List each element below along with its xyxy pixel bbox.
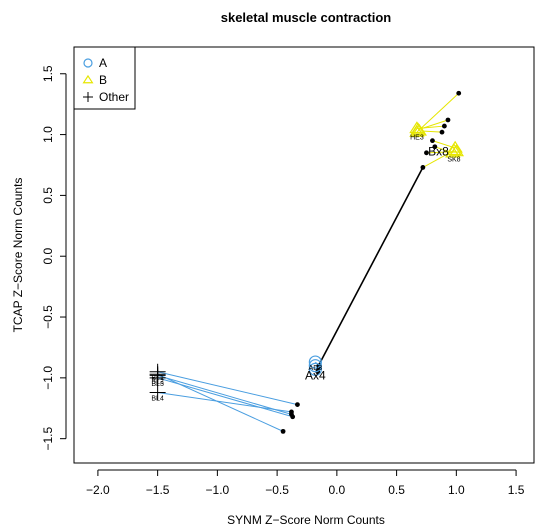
projection-segment: [417, 119, 449, 131]
legend-label: B: [99, 73, 107, 87]
projection-segments: [157, 92, 460, 432]
regression-line-group: [315, 167, 424, 370]
x-tick-label: −1.0: [206, 483, 230, 497]
point-label: BL4: [151, 395, 164, 402]
point-label: BL1: [151, 375, 164, 382]
point-label: BL3: [151, 381, 164, 388]
data-point-b: [411, 123, 428, 136]
projection-point: [290, 414, 296, 420]
data-point-a: [308, 359, 322, 373]
legend: AB Other: [73, 46, 136, 110]
projection-point: [445, 117, 451, 123]
x-tick-label: −0.5: [265, 483, 289, 497]
projection-point: [289, 409, 294, 415]
group-centroid-label: Ax4: [305, 368, 326, 382]
y-tick-label: −0.5: [41, 305, 55, 329]
projection-point: [456, 90, 462, 96]
x-axis: −2.0 −1.5 −1.0 −0.5 0.0 0.5 1.0 1.5: [86, 469, 525, 497]
data-point-a: [308, 362, 322, 376]
point-label: HE3: [410, 134, 424, 141]
x-tick-label: 0.5: [388, 483, 405, 497]
data-markers: [149, 121, 465, 401]
group-centroid-label: Bx8: [428, 145, 449, 159]
legend-label: A: [99, 56, 107, 70]
projection-segment: [157, 391, 292, 413]
x-axis-label: SYNM Z−Score Norm Counts: [227, 513, 385, 527]
y-tick-label: 0.5: [41, 187, 55, 204]
y-tick-label: −1.5: [41, 427, 55, 451]
data-point-other: [149, 366, 166, 383]
legend-marker-a: [83, 58, 93, 68]
y-tick-label: 1.0: [41, 126, 55, 143]
plot-area: [73, 46, 535, 464]
x-tick-label: 1.5: [508, 483, 525, 497]
projection-segment: [157, 371, 298, 406]
projection-points: [280, 90, 462, 434]
y-tick-label: −1.0: [41, 366, 55, 390]
projection-point: [420, 165, 426, 170]
x-tick-label: −2.0: [86, 483, 110, 497]
y-tick-label: 0.0: [41, 248, 55, 265]
projection-point: [430, 138, 435, 144]
data-point-b: [447, 140, 463, 153]
projection-point: [295, 402, 300, 408]
y-tick-label: 1.5: [41, 65, 55, 82]
data-point-b: [448, 144, 465, 157]
x-tick-label: −1.5: [146, 483, 170, 497]
y-axis: −1.5 −1.0 −0.5 0.0 0.5 1.0 1.5: [41, 65, 67, 451]
projection-point: [280, 428, 286, 434]
projection-segment: [157, 374, 292, 415]
point-label: SK8: [447, 156, 460, 163]
data-point-a: [308, 355, 322, 369]
point-label: AD3: [309, 365, 323, 372]
projection-point: [441, 123, 447, 129]
data-point-b: [445, 145, 461, 158]
projection-point: [439, 129, 445, 135]
projection-point: [424, 150, 429, 156]
y-axis-label: TCAP Z−Score Norm Counts: [11, 178, 25, 333]
projection-segment: [416, 92, 460, 133]
projection-segment: [157, 373, 284, 432]
projection-point: [432, 144, 438, 150]
legend-marker-b: [82, 74, 94, 84]
point-label: BL2: [151, 378, 164, 385]
x-tick-label: 0.0: [329, 483, 346, 497]
regression-line: [315, 167, 424, 370]
legend-marker-other: [83, 92, 93, 102]
chart-title: skeletal muscle contraction: [221, 10, 392, 25]
legend-box: [73, 46, 136, 110]
data-point-other: [149, 384, 166, 401]
legend-label: Other: [99, 90, 129, 104]
x-tick-label: 1.0: [448, 483, 465, 497]
